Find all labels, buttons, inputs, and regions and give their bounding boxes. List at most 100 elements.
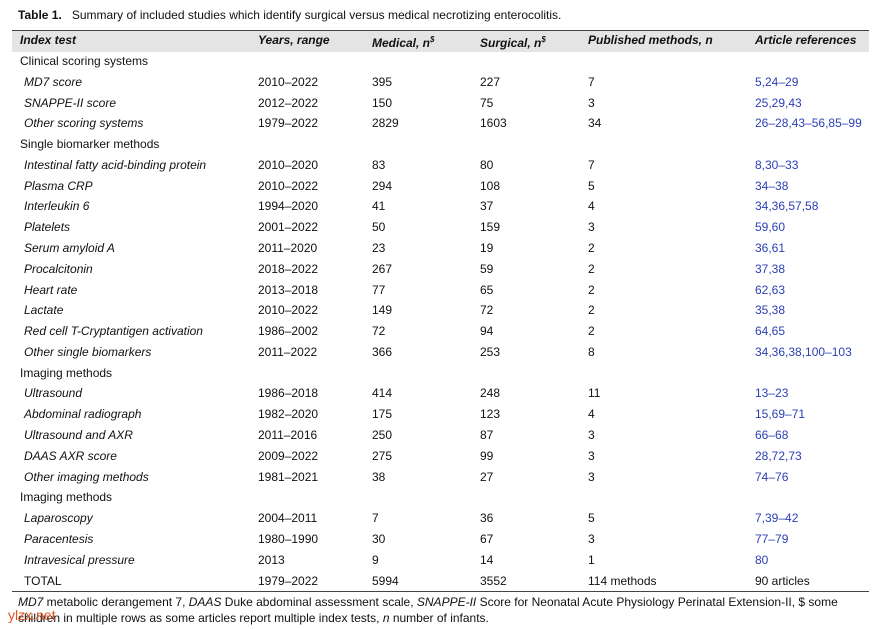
cell: 2 xyxy=(588,303,595,318)
header-text: Index test xyxy=(20,33,77,47)
cell: 7 xyxy=(588,74,595,89)
bottom-rule xyxy=(12,591,869,592)
cell: 2 xyxy=(588,324,595,339)
cell: 8 xyxy=(588,344,595,359)
cell: 15,69–71 xyxy=(755,407,806,422)
cell: 19 xyxy=(480,241,494,256)
footnote-text: MD7 xyxy=(18,595,44,609)
section-title: Single biomarker methods xyxy=(20,137,160,152)
section-title: Imaging methods xyxy=(20,365,113,380)
index-test: Intravesical pressure xyxy=(24,552,135,567)
index-test: Other single biomarkers xyxy=(24,344,152,359)
cell: 1603 xyxy=(480,116,507,131)
cell: 80 xyxy=(755,552,769,567)
cell: 90 articles xyxy=(755,573,810,588)
index-test: Heart rate xyxy=(24,282,78,297)
index-test: Ultrasound xyxy=(24,386,83,401)
header-text: Surgical, n xyxy=(480,36,542,50)
cell: 1979–2022 xyxy=(258,573,319,588)
cell: 1986–2018 xyxy=(258,386,319,401)
cell: 227 xyxy=(480,74,501,89)
section-title: Clinical scoring systems xyxy=(20,54,149,68)
cell: 7 xyxy=(588,157,595,172)
cell: 65 xyxy=(480,282,494,297)
cell: 1981–2021 xyxy=(258,469,319,484)
header-text: Years, range xyxy=(258,33,330,47)
cell: 1994–2020 xyxy=(258,199,319,214)
cell: 5,24–29 xyxy=(755,74,799,89)
cell: 72 xyxy=(372,324,386,339)
cell: 2011–2020 xyxy=(258,241,318,256)
footnote-text: DAAS xyxy=(188,595,222,609)
cell: 11 xyxy=(588,386,601,401)
cell: 87 xyxy=(480,428,494,443)
footnote-text: number of infants. xyxy=(389,611,489,625)
cell: 67 xyxy=(480,531,494,546)
cell: 37,38 xyxy=(755,261,786,276)
cell: 5994 xyxy=(372,573,399,588)
cell: 62,63 xyxy=(755,282,786,297)
cell: 3552 xyxy=(480,573,507,588)
header-sup: $ xyxy=(541,35,546,44)
index-test: SNAPPE-II score xyxy=(24,95,117,110)
index-test: Plasma CRP xyxy=(24,178,93,193)
cell: 50 xyxy=(372,220,386,235)
cell: 150 xyxy=(372,95,393,110)
cell: 159 xyxy=(480,220,501,235)
cell: 80 xyxy=(480,157,494,172)
cell: 1986–2002 xyxy=(258,324,319,339)
cell: 34,36,57,58 xyxy=(755,199,819,214)
cell: 2001–2022 xyxy=(258,220,319,235)
cell: 83 xyxy=(372,157,386,172)
table: Index test Years, range Medical, n$ Surgica… xyxy=(12,30,869,592)
cell: 2011–2022 xyxy=(258,344,318,359)
cell: 7 xyxy=(372,511,379,526)
cell: 41 xyxy=(372,199,386,214)
cell: 175 xyxy=(372,407,393,422)
cell: 59 xyxy=(480,261,494,276)
cell: 59,60 xyxy=(755,220,786,235)
cell: 253 xyxy=(480,344,501,359)
cell: 395 xyxy=(372,74,393,89)
cell: 1979–2022 xyxy=(258,116,319,131)
index-test: Serum amyloid A xyxy=(24,241,115,256)
footnote-text: n xyxy=(382,611,390,625)
cell: 108 xyxy=(480,178,501,193)
cell: 27 xyxy=(480,469,494,484)
cell: 94 xyxy=(480,324,494,339)
cell: 13–23 xyxy=(755,386,789,401)
cell: 2 xyxy=(588,282,595,297)
cell: 267 xyxy=(372,261,393,276)
index-test: Laparoscopy xyxy=(24,511,93,526)
cell: 2012–2022 xyxy=(258,95,319,110)
cell: 25,29,43 xyxy=(755,95,802,110)
cell: 9 xyxy=(372,552,379,567)
cell: 366 xyxy=(372,344,393,359)
table-caption: Table 1. Summary of included studies whi… xyxy=(18,8,561,22)
cell: 3 xyxy=(588,95,595,110)
header-sup: $ xyxy=(430,35,435,44)
cell: 275 xyxy=(372,448,393,463)
watermark: ylzx.net xyxy=(8,607,56,623)
index-test: Red cell T-Cryptantigen activation xyxy=(24,324,203,339)
cell: 30 xyxy=(372,531,386,546)
header-text: Article references xyxy=(755,33,857,47)
cell: 248 xyxy=(480,386,501,401)
cell: 2010–2020 xyxy=(258,157,319,172)
cell: 414 xyxy=(372,386,393,401)
cell: 149 xyxy=(372,303,393,318)
header-text: Medical, n xyxy=(372,36,431,50)
cell: 250 xyxy=(372,428,393,443)
cell: 74–76 xyxy=(755,469,789,484)
cell: 64,65 xyxy=(755,324,786,339)
cell: 34 xyxy=(588,116,602,131)
cell: 3 xyxy=(588,448,595,463)
section-title: Imaging methods xyxy=(20,490,113,505)
header-cell: Published methods, n xyxy=(588,30,713,51)
index-test: Abdominal radiograph xyxy=(24,407,142,422)
cell: 2018–2022 xyxy=(258,261,319,276)
cell: 7,39–42 xyxy=(755,511,799,526)
cell: 35,38 xyxy=(755,303,786,318)
cell: 8,30–33 xyxy=(755,157,799,172)
cell: 2010–2022 xyxy=(258,74,319,89)
